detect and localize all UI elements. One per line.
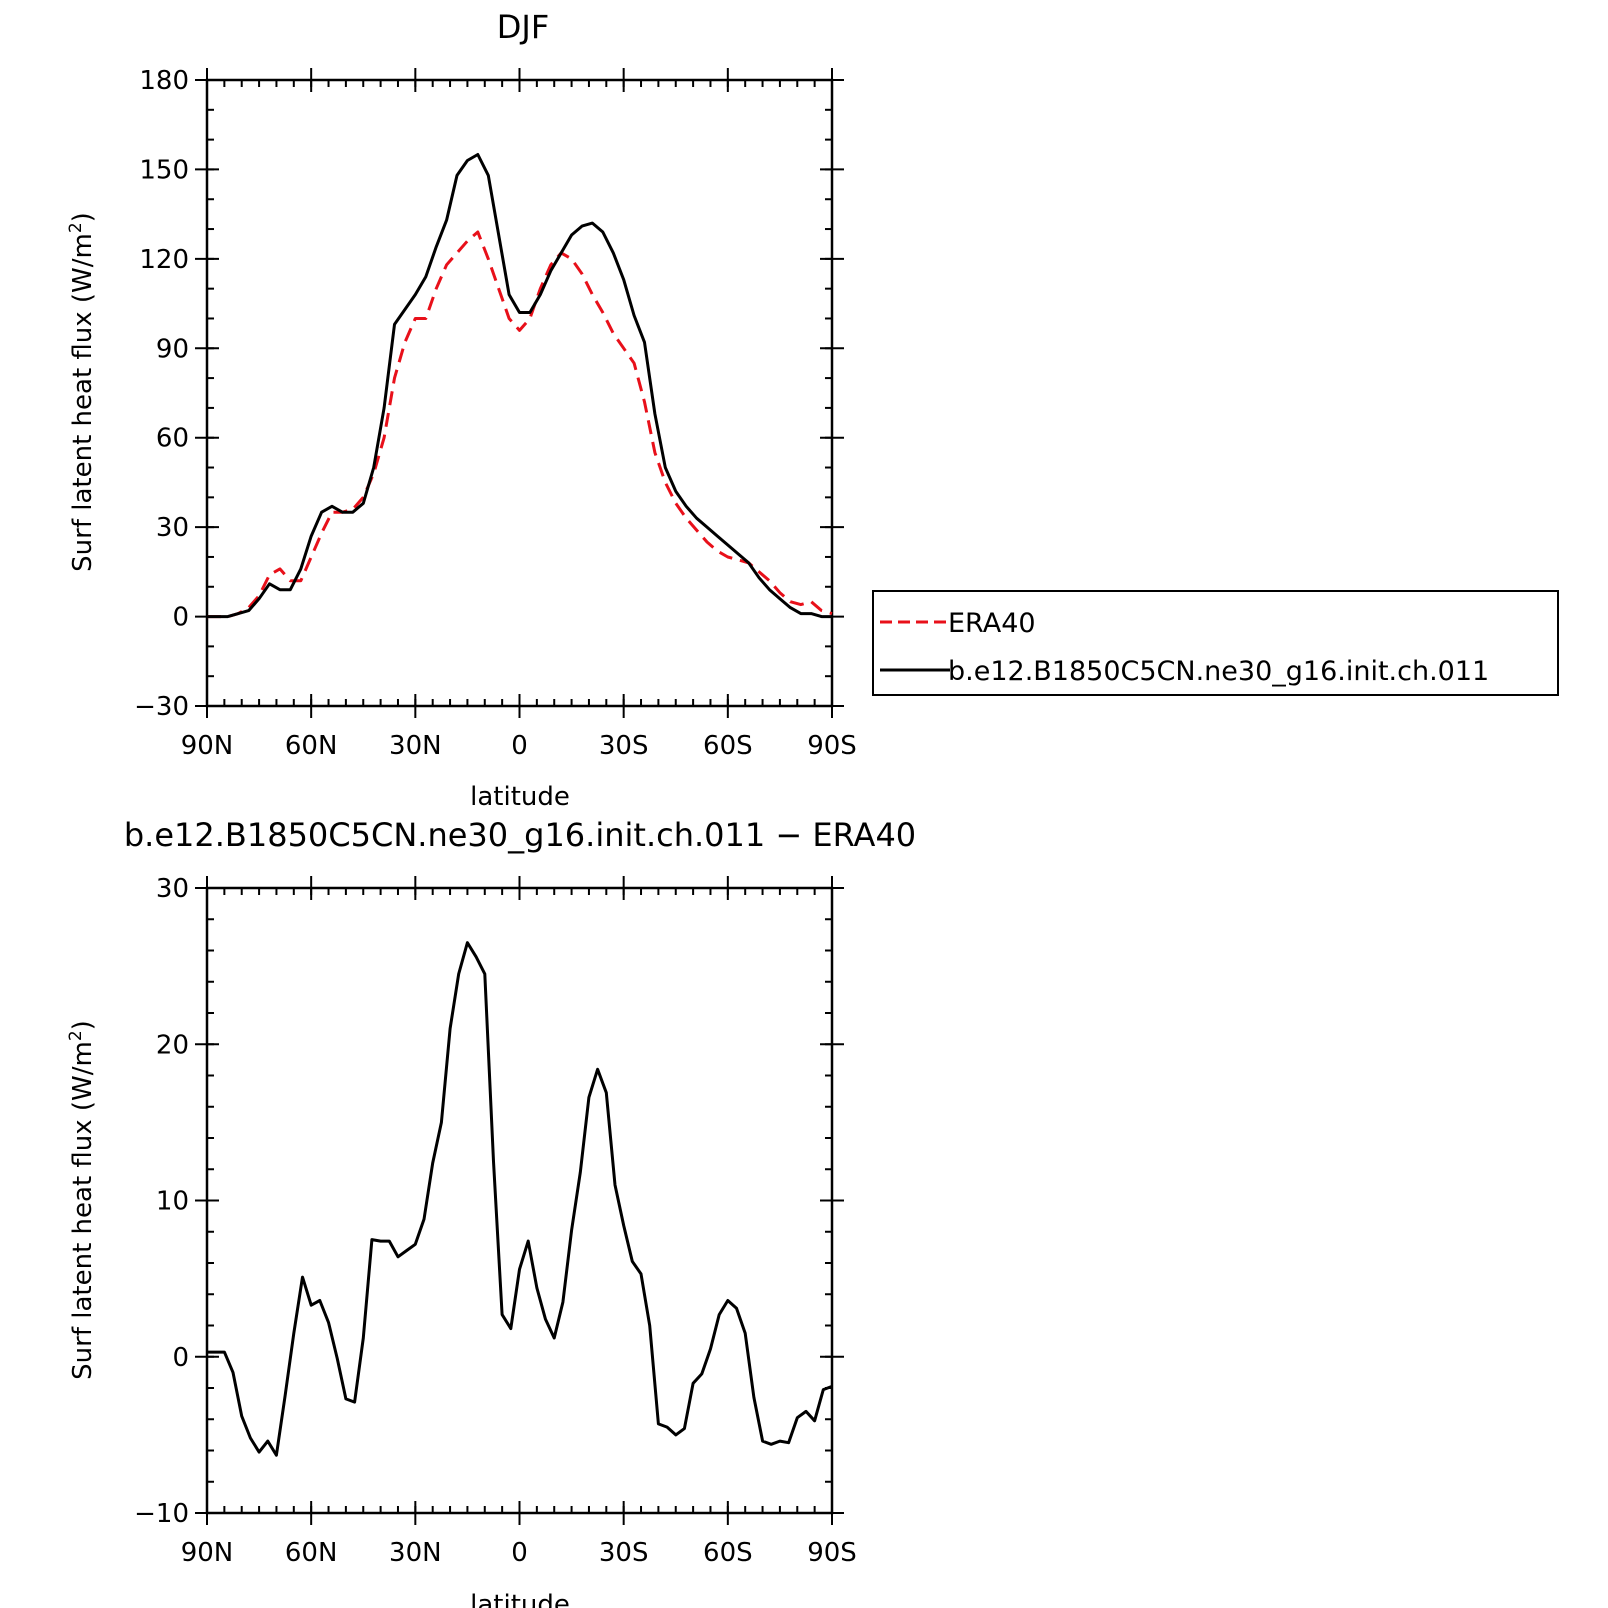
legend-label-model: b.e12.B1850C5CN.ne30_g16.init.ch.011 — [948, 656, 1489, 687]
y-tick-label: 30 — [156, 874, 189, 904]
x-tick-label: 30S — [599, 1538, 649, 1568]
x-tick-label: 30N — [389, 731, 442, 761]
x-tick-label: 90N — [181, 1538, 234, 1568]
y-tick-labels-top: −30 0 30 60 90 120 150 180 — [134, 66, 189, 722]
x-tick-label: 0 — [511, 1538, 528, 1568]
x-tick-label: 90N — [181, 731, 234, 761]
y-tick-label: 90 — [156, 334, 189, 364]
y-tick-label: 60 — [156, 424, 189, 454]
y-axis-label-bottom-text: Surf latent heat flux (W/m — [68, 1041, 98, 1380]
legend: ERA40 b.e12.B1850C5CN.ne30_g16.init.ch.0… — [872, 590, 1559, 696]
panel-title-difference: b.e12.B1850C5CN.ne30_g16.init.ch.011 − E… — [124, 816, 916, 854]
y-tick-label: 0 — [172, 603, 189, 633]
tick-marks-bottom — [195, 876, 844, 1525]
x-tick-labels-bottom: 90N 60N 30N 0 30S 60S 90S — [181, 1538, 857, 1568]
y-axis-label-top-text: Surf latent heat flux (W/m — [68, 233, 98, 572]
y-tick-label: 150 — [139, 155, 189, 185]
djf-panel: DJF −30 0 30 60 90 120 150 180 90N 60N 30N 0 30S 60S… — [66, 8, 1559, 812]
y-tick-label: −30 — [134, 692, 189, 722]
y-axis-label-bottom-superscript: 2 — [66, 1030, 86, 1041]
x-axis-label-top: latitude — [470, 782, 570, 812]
y-tick-label: 30 — [156, 513, 189, 543]
x-tick-label: 90S — [807, 731, 857, 761]
series-line-difference — [207, 941, 833, 1457]
y-tick-label: 20 — [156, 1030, 189, 1060]
panel-title-djf: DJF — [497, 8, 549, 46]
y-tick-label: 120 — [139, 245, 189, 275]
x-tick-label: 60S — [703, 1538, 753, 1568]
series-lines-top — [207, 153, 833, 619]
x-tick-label: 60N — [285, 1538, 338, 1568]
y-tick-label: 180 — [139, 66, 189, 96]
y-tick-label: −10 — [134, 1499, 189, 1529]
plot-frame-bottom — [205, 886, 834, 1515]
series-line-era40 — [207, 230, 833, 619]
legend-box — [872, 590, 1559, 696]
tick-marks-top — [195, 68, 844, 718]
y-tick-label: 0 — [172, 1343, 189, 1373]
difference-panel: b.e12.B1850C5CN.ne30_g16.init.ch.011 − E… — [66, 816, 916, 1608]
x-tick-label: 30N — [389, 1538, 442, 1568]
x-axis-label-bottom: latitude — [470, 1590, 570, 1608]
y-axis-label-top-superscript: 2 — [66, 222, 86, 233]
x-tick-label: 60S — [703, 731, 753, 761]
x-tick-label: 30S — [599, 731, 649, 761]
x-tick-label: 60N — [285, 731, 338, 761]
x-tick-label: 0 — [511, 731, 528, 761]
plot-frame-top — [205, 78, 834, 708]
y-tick-labels-bottom: −10 0 10 20 30 — [134, 874, 189, 1529]
x-tick-labels-top: 90N 60N 30N 0 30S 60S 90S — [181, 731, 857, 761]
series-line-b-e12-b1850c5cn-ne30-g16-init-ch-011 — [207, 153, 832, 619]
y-tick-label: 10 — [156, 1187, 189, 1217]
y-axis-label-bottom: Surf latent heat flux (W/m2) — [66, 1020, 98, 1380]
legend-label-era40: ERA40 — [948, 608, 1036, 639]
y-axis-label-top-tail: ) — [68, 212, 98, 222]
x-tick-label: 90S — [807, 1538, 857, 1568]
y-axis-label-top: Surf latent heat flux (W/m2) — [66, 212, 98, 572]
y-axis-label-bottom-tail: ) — [68, 1020, 98, 1030]
series-lines-bottom — [207, 941, 833, 1457]
